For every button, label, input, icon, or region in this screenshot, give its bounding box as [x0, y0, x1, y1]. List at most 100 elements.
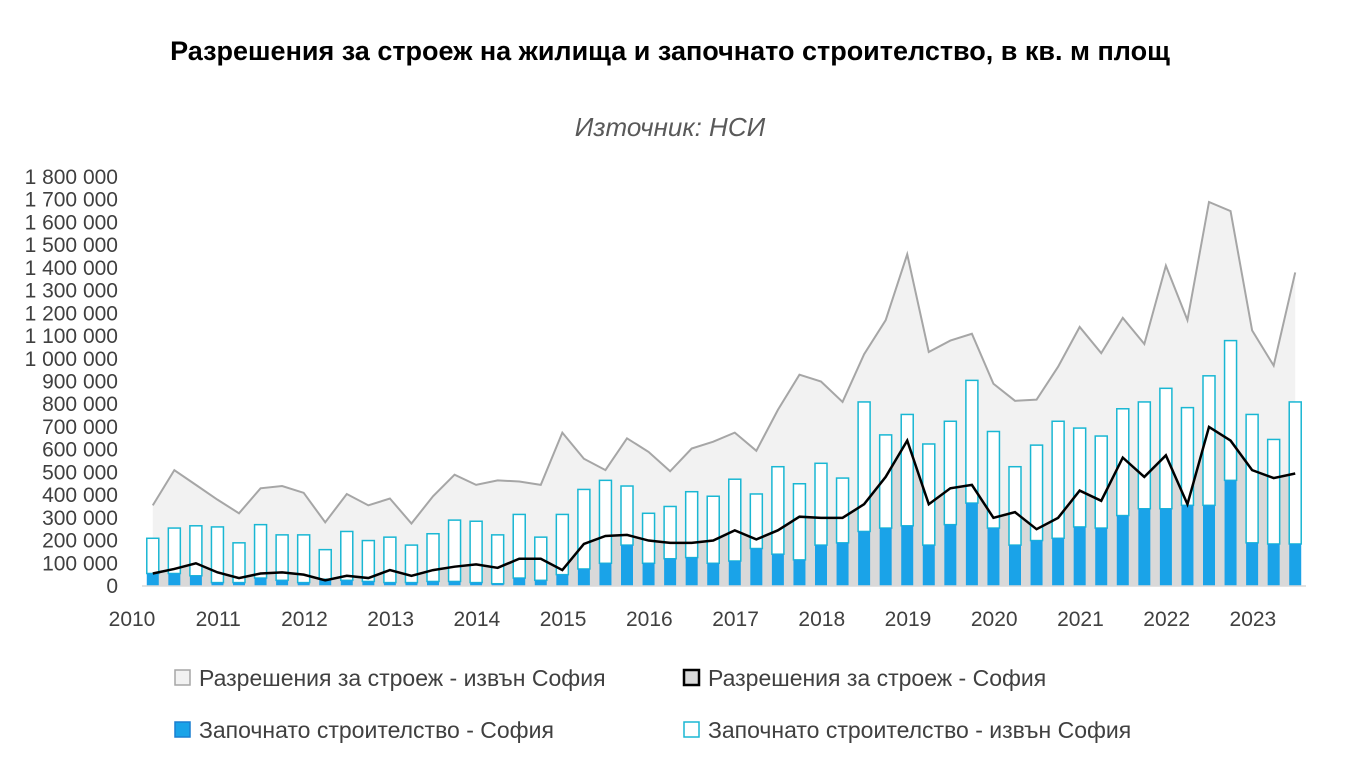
x-tick-label: 2015 — [540, 608, 587, 631]
bar-started-outside — [1288, 401, 1302, 545]
bar-started-outside — [835, 477, 850, 544]
bar-started-outside — [146, 537, 160, 575]
bar-started-outside — [706, 495, 720, 565]
bar-started-sofia — [297, 582, 310, 586]
bar-started-outside — [792, 483, 807, 561]
legend-swatch — [683, 721, 700, 738]
bar-started-sofia — [340, 580, 353, 586]
y-tick-label: 800 000 — [42, 393, 118, 416]
bar-started-outside — [253, 523, 268, 579]
bar-started-outside — [555, 513, 570, 576]
y-tick-label: 400 000 — [42, 484, 118, 507]
x-tick-label: 2011 — [196, 608, 241, 631]
bar-started-outside — [900, 413, 914, 527]
bar-started-sofia — [750, 548, 763, 586]
bar-started-sofia — [1224, 480, 1237, 586]
bar-started-sofia — [1052, 538, 1065, 586]
bar-started-sofia — [815, 545, 827, 586]
x-tick-label: 2013 — [367, 608, 414, 631]
bar-started-sofia — [1138, 508, 1151, 586]
bar-started-sofia — [1181, 505, 1194, 586]
bar-started-sofia — [577, 568, 590, 586]
bar-started-sofia — [1116, 515, 1129, 586]
bar-started-sofia — [771, 554, 784, 586]
bar-started-sofia — [254, 578, 267, 586]
bar-started-outside — [318, 548, 332, 580]
legend-swatch — [174, 721, 191, 738]
y-tick-label: 1 000 000 — [25, 348, 118, 371]
legend-label: Разрешения за строеж - извън София — [199, 665, 606, 691]
y-tick-label: 300 000 — [42, 507, 118, 530]
bar-started-sofia — [362, 581, 375, 586]
bar-started-outside — [728, 478, 742, 562]
bar-started-sofia — [685, 557, 698, 586]
legend-swatch — [682, 668, 701, 687]
bar-started-sofia — [1030, 540, 1043, 586]
bar-started-sofia — [793, 559, 806, 586]
y-tick-label: 500 000 — [42, 461, 118, 484]
bar-started-sofia — [513, 578, 526, 586]
bar-started-sofia — [621, 545, 633, 586]
bar-started-outside — [404, 544, 419, 584]
bar-started-outside — [771, 465, 785, 555]
legend-label: Започнато строителство - София — [199, 717, 554, 743]
bar-started-sofia — [276, 580, 289, 586]
x-tick-label: 2023 — [1230, 608, 1277, 631]
bar-started-sofia — [556, 574, 569, 586]
x-tick-label: 2022 — [1143, 608, 1190, 631]
bar-started-sofia — [944, 524, 957, 586]
x-tick-label: 2012 — [281, 608, 328, 631]
bar-started-sofia — [383, 582, 396, 586]
bar-started-outside — [490, 534, 505, 585]
bar-started-sofia — [642, 563, 655, 586]
y-tick-label: 1 400 000 — [25, 257, 118, 280]
bar-started-sofia — [427, 581, 439, 586]
bar-started-sofia — [901, 525, 914, 586]
x-tick-label: 2018 — [798, 608, 845, 631]
x-tick-label: 2016 — [626, 608, 673, 631]
bar-started-sofia — [211, 582, 224, 586]
bar-started-outside — [684, 490, 699, 559]
bar-started-sofia — [664, 558, 677, 586]
bar-started-sofia — [168, 573, 181, 586]
x-tick-label: 2021 — [1057, 608, 1104, 631]
bar-started-sofia — [491, 583, 504, 586]
bar-started-outside — [1223, 339, 1238, 482]
bar-started-outside — [663, 505, 677, 560]
bar-started-sofia — [405, 582, 418, 586]
bar-started-sofia — [146, 573, 159, 586]
bar-started-sofia — [1159, 508, 1172, 586]
y-tick-label: 1 700 000 — [25, 189, 118, 212]
bar-started-outside — [1008, 465, 1022, 546]
bar-started-sofia — [987, 528, 1000, 586]
x-tick-label: 2019 — [885, 608, 932, 631]
bar-started-sofia — [319, 579, 332, 586]
bar-started-sofia — [728, 561, 741, 586]
bar-started-sofia — [1009, 545, 1021, 586]
bar-started-sofia — [1095, 528, 1108, 586]
bar-started-sofia — [836, 542, 849, 586]
x-tick-label: 2010 — [109, 608, 156, 631]
bar-started-outside — [814, 462, 828, 546]
chart-title: Разрешения за строеж на жилища и започна… — [170, 36, 1170, 66]
bar-started-outside — [469, 520, 483, 584]
bar-started-outside — [189, 525, 203, 577]
bar-started-sofia — [922, 545, 935, 586]
y-tick-label: 1 200 000 — [25, 302, 118, 325]
bar-started-outside — [857, 401, 871, 533]
x-tick-label: 2014 — [454, 608, 501, 631]
y-tick-label: 600 000 — [42, 439, 118, 462]
legend-label: Разрешения за строеж - София — [708, 665, 1046, 691]
series-permits-outside-line — [151, 200, 1297, 526]
y-tick-label: 1 300 000 — [25, 280, 118, 303]
y-tick-label: 0 — [106, 575, 118, 598]
bar-started-outside — [340, 530, 354, 582]
chart-subtitle: Източник: НСИ — [574, 112, 766, 142]
bar-started-sofia — [965, 503, 978, 586]
x-tick-label: 2020 — [971, 608, 1018, 631]
bar-started-outside — [577, 488, 591, 570]
bar-started-sofia — [707, 563, 720, 586]
bar-started-sofia — [858, 531, 871, 586]
bar-started-outside — [943, 420, 958, 526]
